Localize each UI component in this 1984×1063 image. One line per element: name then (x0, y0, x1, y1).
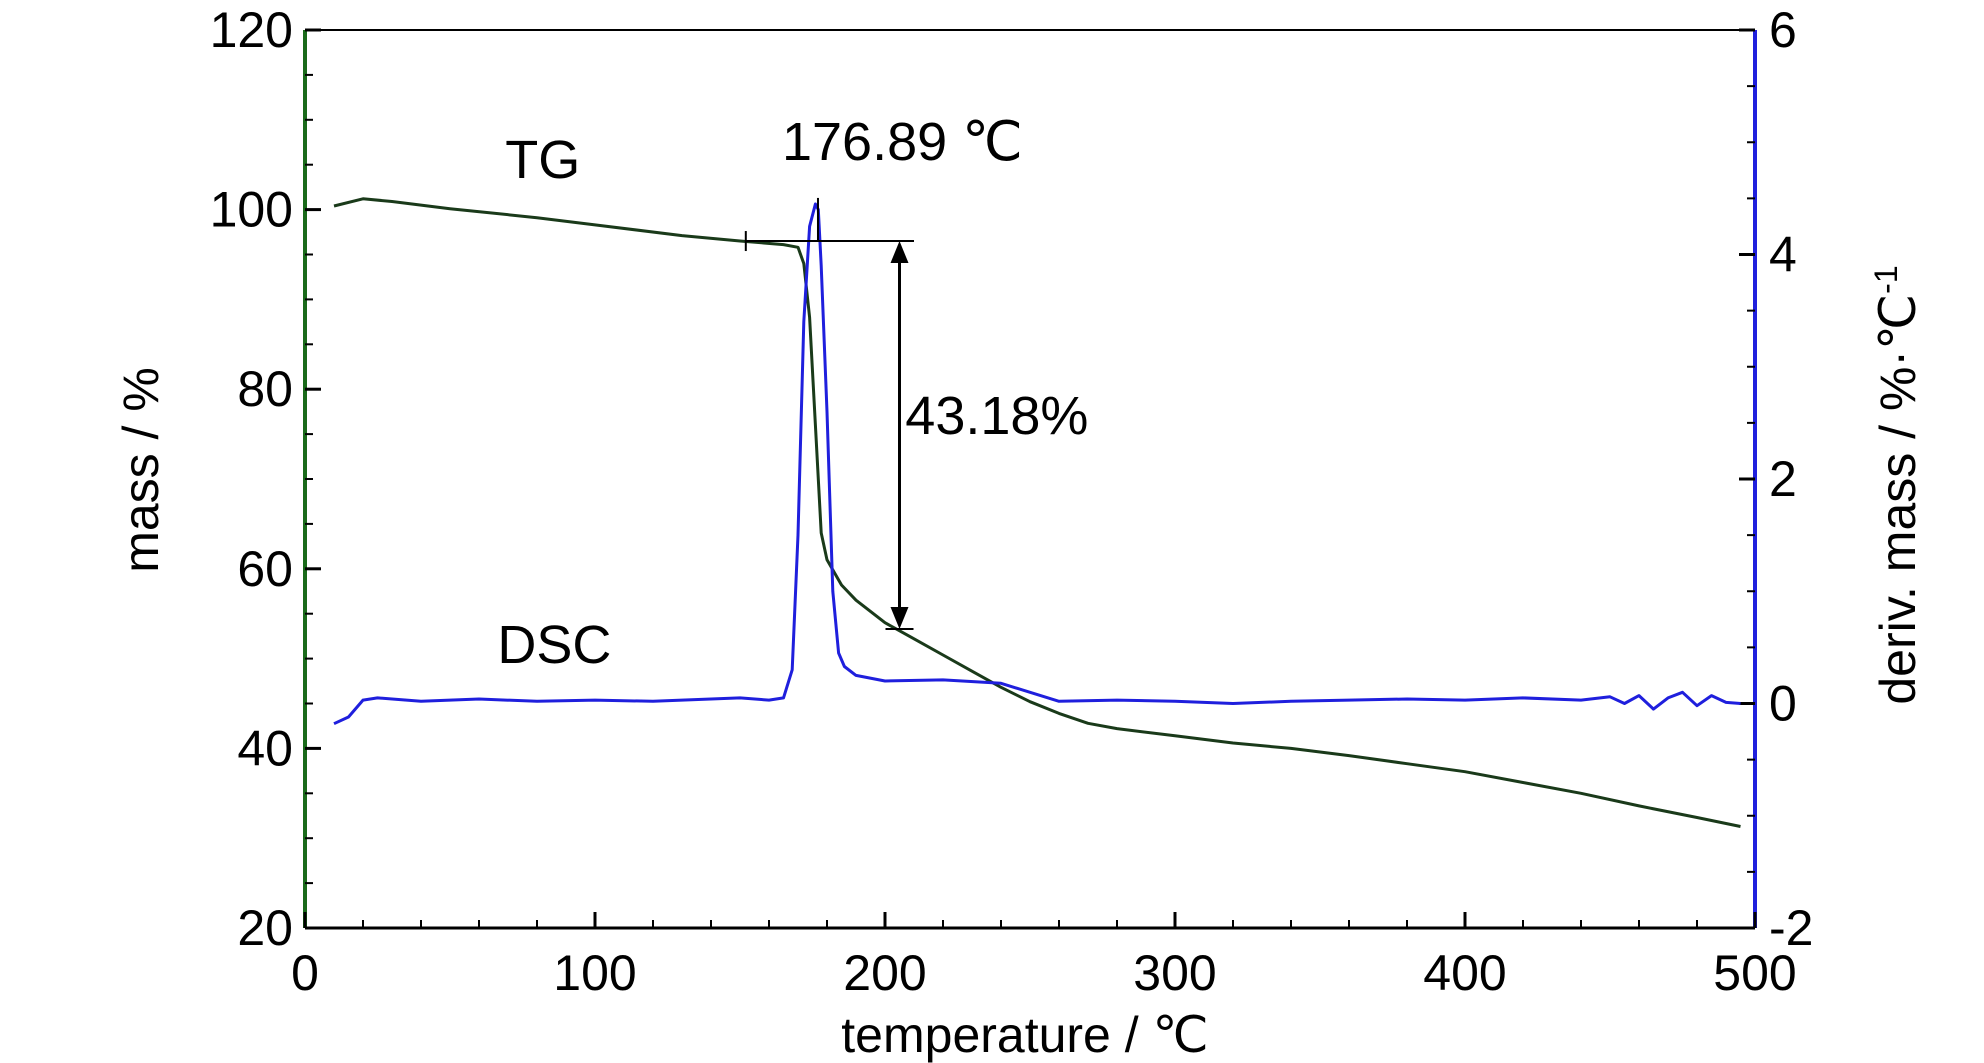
y-right-tick-label-4: 4 (1769, 227, 1797, 283)
annotation-markers (744, 197, 914, 630)
axis-ticks (303, 28, 1757, 930)
annotation-2: 176.89 ℃ (782, 112, 1023, 172)
series-line-tg (333, 197, 1741, 828)
x-tick-label-400: 400 (1423, 945, 1506, 1001)
y-right-tick-label-0: 0 (1769, 676, 1797, 732)
y-left-tick-label-40: 40 (237, 720, 293, 776)
x-tick-label-100: 100 (553, 945, 636, 1001)
x-tick-label-300: 300 (1133, 945, 1216, 1001)
y-axis-right-title: deriv. mass / %·℃-1 (1868, 265, 1926, 704)
annotation-1: DSC (497, 615, 611, 675)
y-right-tick-label--2: -2 (1769, 900, 1813, 956)
annotation-labels: TG DSC 176.89 ℃ 43.18% (497, 112, 1088, 675)
x-tick-label-0: 0 (291, 945, 319, 1001)
y-axis-left-title: mass / % (113, 367, 169, 573)
annotation-0: TG (505, 130, 580, 190)
x-tick-label-500: 500 (1713, 945, 1796, 1001)
x-tick-label-200: 200 (843, 945, 926, 1001)
y-axis-right-title-sup: -1 (1868, 265, 1904, 293)
y-right-tick-label-6: 6 (1769, 2, 1797, 58)
y-left-tick-label-20: 20 (237, 900, 293, 956)
annotation-3: 43.18% (905, 386, 1088, 446)
y-right-tick-label-2: 2 (1769, 451, 1797, 507)
series-line-dsc (333, 202, 1741, 726)
y-left-tick-label-120: 120 (210, 2, 293, 58)
y-left-tick-label-60: 60 (237, 541, 293, 597)
x-axis-title: temperature / ℃ (841, 1007, 1208, 1063)
y-left-tick-label-80: 80 (237, 361, 293, 417)
mass-loss-arrow-head-down (890, 606, 909, 629)
y-left-tick-label-100: 100 (210, 182, 293, 238)
y-axis-right-title-main: deriv. mass / %·℃ (1870, 294, 1926, 705)
mass-loss-arrow-head-up (890, 241, 909, 264)
series-layer (333, 197, 1741, 828)
axis-tick-labels: 0 100 200 300 400 500 20 40 60 80 100 120 -2 0 2 4 6 (210, 2, 1814, 1001)
